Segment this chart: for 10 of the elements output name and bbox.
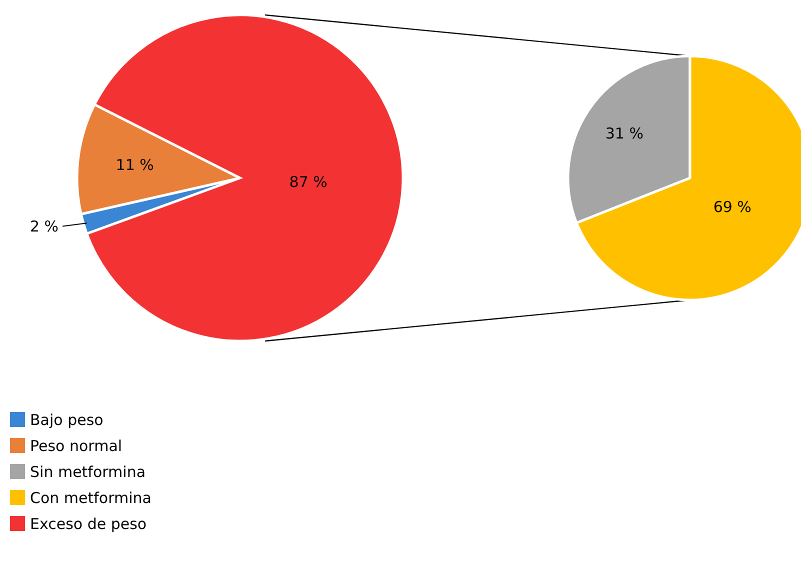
legend-label: Exceso de peso <box>30 515 147 533</box>
legend-label: Peso normal <box>30 437 122 455</box>
legend-label: Sin metformina <box>30 463 146 481</box>
data-label: 87 % <box>289 173 328 192</box>
data-label: 69 % <box>713 198 752 216</box>
legend-label: Bajo peso <box>30 411 104 429</box>
data-label: 11 % <box>116 156 154 174</box>
data-label: 2 % <box>30 217 59 236</box>
data-label: 31 % <box>605 124 644 142</box>
legend-label: Con metformina <box>30 489 152 507</box>
